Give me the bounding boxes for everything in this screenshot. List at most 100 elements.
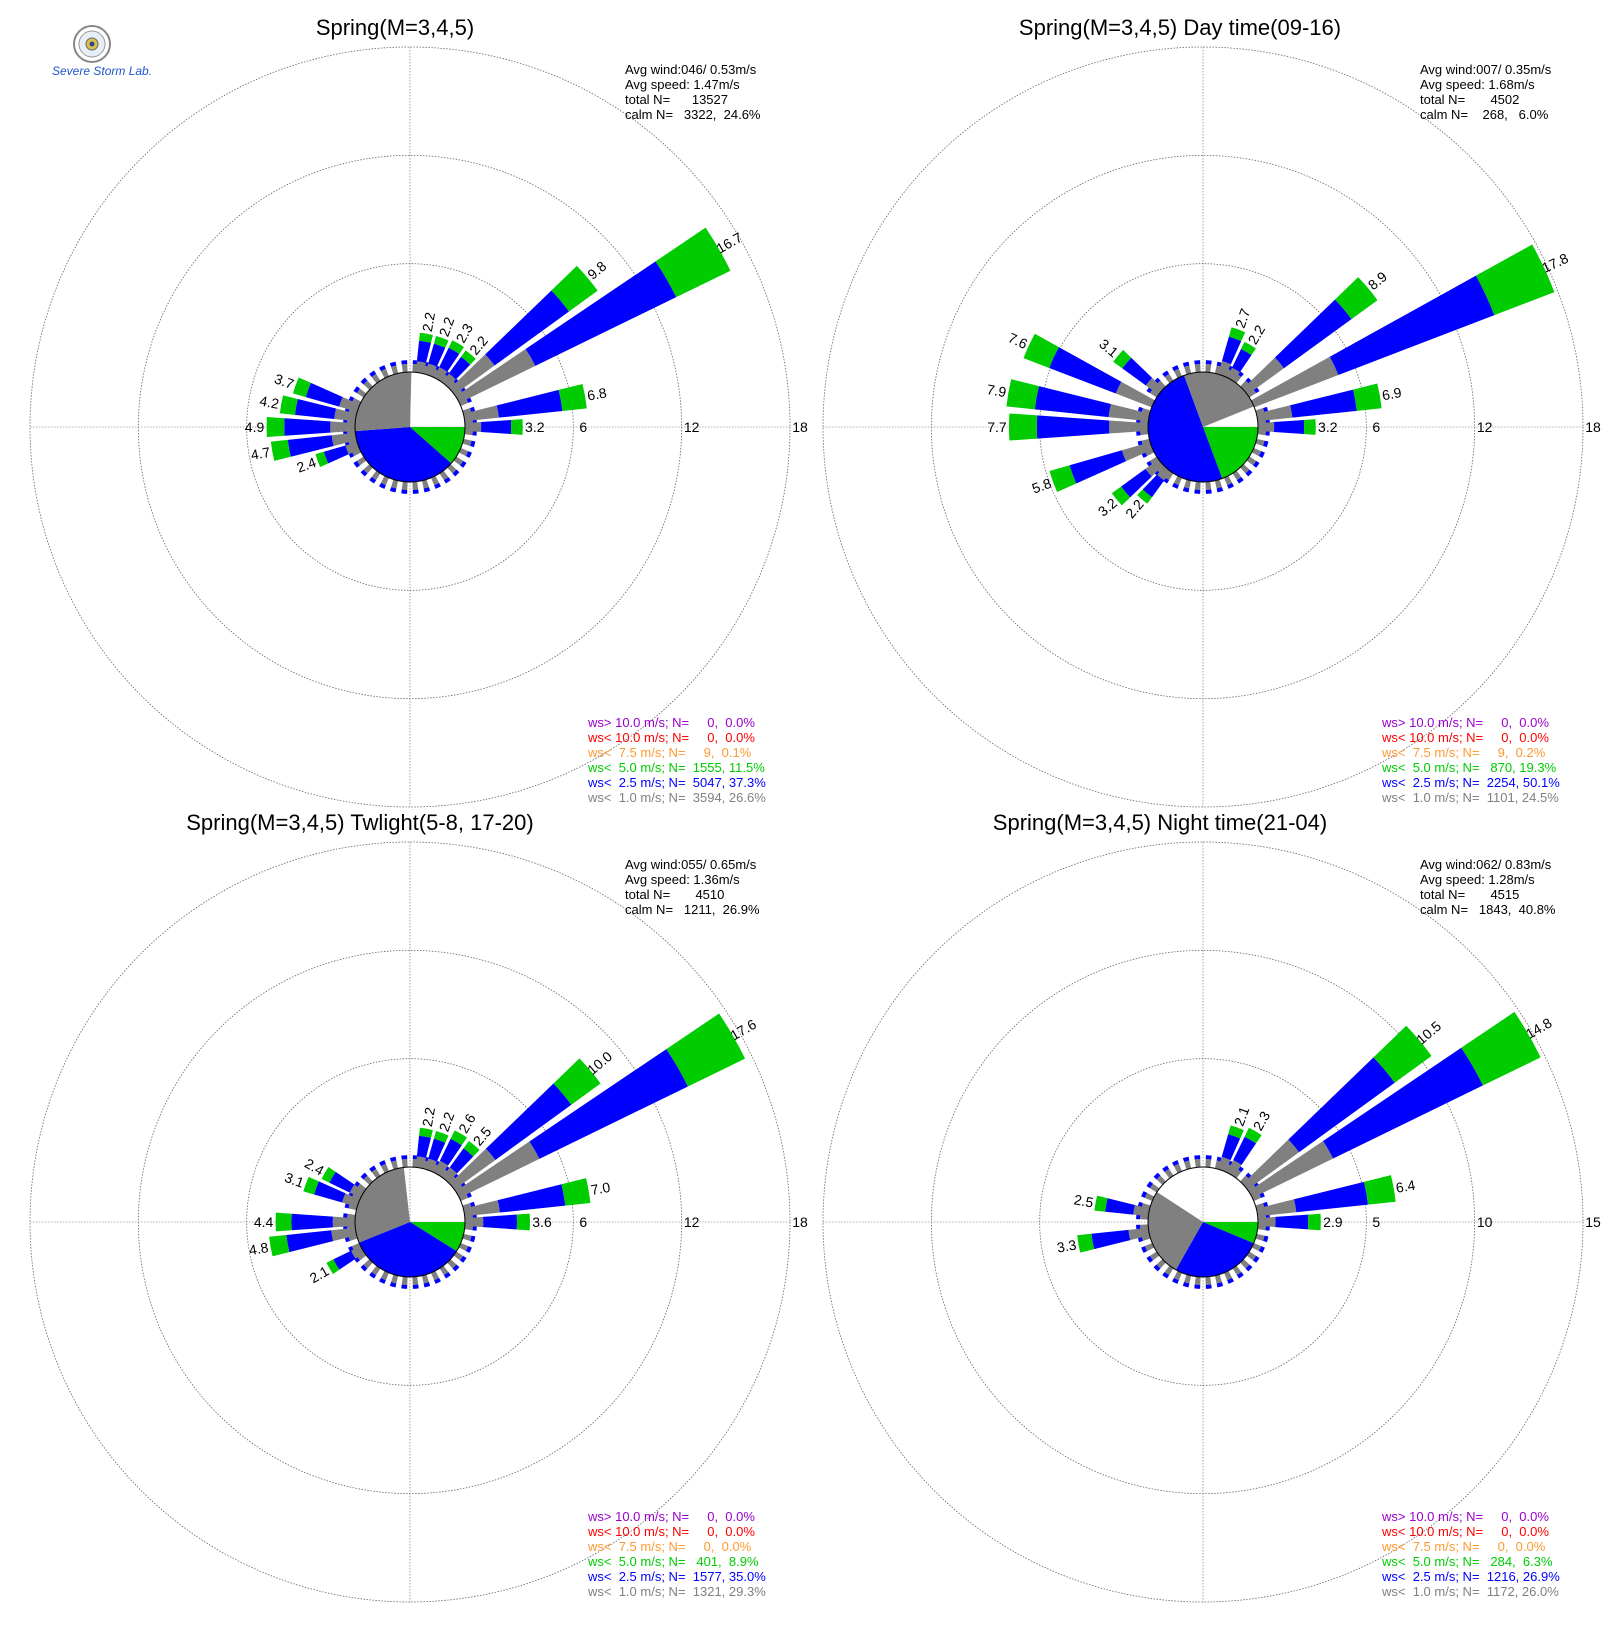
petal-stub-tip: [423, 1282, 431, 1288]
petal-stub-tip: [1153, 1172, 1161, 1180]
petal-segment-lt2_5: [439, 347, 460, 372]
petal-stub: [421, 1274, 429, 1284]
stats-line: total N= 13527: [625, 92, 728, 107]
petal-segment-lt1: [339, 397, 360, 412]
petal-stub: [1194, 481, 1201, 490]
petal-label: 7.7: [987, 419, 1007, 435]
petal-stub-tip: [1263, 440, 1269, 448]
petal-stub: [380, 1270, 389, 1281]
petal-segment-lt1: [463, 405, 499, 422]
petal-stub: [1224, 1163, 1233, 1174]
stats-line: calm N= 1843, 40.8%: [1420, 902, 1556, 917]
petal-stub-tip: [1245, 1264, 1253, 1272]
petal-stub: [351, 1192, 362, 1201]
petal-label: 16.7: [713, 229, 745, 257]
petal-stub: [1224, 475, 1233, 486]
calm-pie-lt2_5: [355, 427, 452, 483]
petal-segment-lt5: [1113, 349, 1132, 369]
petal-label: 7.0: [589, 1179, 611, 1198]
petal-label: 6.9: [1381, 384, 1403, 403]
petal-segment-lt5: [1008, 413, 1038, 441]
petal-stub-tip: [389, 361, 397, 367]
petal-segment-lt1: [1145, 377, 1164, 395]
petal-stub: [1156, 1259, 1166, 1269]
ring-label: 6: [579, 419, 587, 435]
petal-stub: [431, 1270, 440, 1281]
petal-label: 7.9: [986, 381, 1008, 400]
petal-stub: [401, 364, 408, 373]
petal-stub: [351, 448, 362, 457]
petal-stub: [1149, 456, 1160, 466]
petal-segment-lt1: [1257, 422, 1275, 432]
petal-stub: [1205, 1159, 1212, 1168]
petal-label: 2.2: [419, 311, 438, 333]
petal-stub: [1184, 479, 1192, 489]
petal-stub: [371, 373, 381, 384]
petal-segment-lt1: [331, 1227, 357, 1242]
petal-segment-lt5: [1228, 327, 1246, 342]
petal-segment-lt2_5: [1221, 1134, 1241, 1161]
petal-stub-tip: [1194, 1284, 1201, 1289]
petal-stub: [1232, 470, 1242, 481]
petal-stub: [1214, 479, 1222, 489]
petal-stub: [1164, 1168, 1174, 1179]
petal-segment-lt5: [450, 1130, 468, 1146]
petal-segment-lt1: [449, 1148, 496, 1190]
petal-segment-lt5: [1244, 1127, 1262, 1144]
petal-stub: [391, 479, 399, 489]
petal-stub: [1255, 438, 1265, 446]
petal-segment-lt1: [334, 408, 357, 422]
petal-segment-lt1: [1256, 1199, 1297, 1217]
petal-segment-lt5: [1303, 419, 1316, 435]
petal-segment-lt1: [1108, 404, 1150, 422]
petal-segment-lt5: [1137, 489, 1152, 504]
petal-stub-tip: [443, 1271, 451, 1279]
petal-stub: [1173, 368, 1182, 379]
petal-stub-tip: [452, 469, 460, 477]
petal-segment-lt5: [553, 1058, 601, 1105]
calm-pie-lt5: [410, 1222, 465, 1252]
petal-label: 4.9: [245, 419, 265, 435]
petal-segment-lt2_5: [329, 1171, 355, 1193]
petal-segment-lt2_5: [1274, 419, 1305, 435]
petal-stub: [1194, 364, 1201, 373]
petal-stub: [1224, 368, 1233, 379]
petal-segment-lt2_5: [323, 445, 349, 464]
petal-label: 2.1: [307, 1263, 332, 1287]
petal-segment-lt1: [1257, 1216, 1276, 1228]
petal-segment-lt2_5: [525, 261, 677, 366]
petal-stub: [1205, 1276, 1212, 1285]
petal-label: 3.2: [1318, 419, 1338, 435]
petal-stub-tip: [1141, 1191, 1148, 1198]
stats-line: Avg speed: 1.47m/s: [625, 77, 740, 92]
legend-entry-ws_lt_1: ws< 1.0 m/s; N= 1321, 29.3%: [587, 1584, 766, 1599]
petal-segment-lt5: [448, 340, 464, 354]
petal-stub: [356, 388, 367, 398]
petal-label: 4.8: [248, 1239, 270, 1258]
petal-stub-tip: [389, 487, 397, 493]
petal-stub: [1184, 1274, 1192, 1284]
petal-segment-lt1: [464, 1216, 484, 1228]
petal-segment-lt1: [1109, 420, 1149, 434]
ring-label: 5: [1372, 1214, 1380, 1230]
stats-line: Avg wind:007/ 0.35m/s: [1420, 62, 1552, 77]
petal-stub-tip: [360, 469, 368, 477]
stats-line: total N= 4502: [1420, 92, 1519, 107]
petal-segment-lt1: [349, 1184, 365, 1198]
petal-stub-tip: [423, 487, 431, 493]
petal-stub: [1173, 1163, 1182, 1174]
petal-stub-tip: [401, 489, 408, 494]
petal-segment-lt1: [1218, 1156, 1231, 1172]
petal-segment-lt1: [1227, 367, 1240, 382]
petal-stub: [431, 1163, 440, 1174]
petal-segment-lt1: [1227, 1160, 1242, 1177]
petal-segment-lt2_5: [1034, 386, 1111, 418]
legend-entry-ws_lt_1: ws< 1.0 m/s; N= 1172, 26.0%: [1381, 1584, 1559, 1599]
petal-stub-tip: [1172, 1277, 1179, 1284]
petal-segment-lt1: [442, 373, 456, 388]
legend-entry-ws_gt_10: ws> 10.0 m/s; N= 0, 0.0%: [587, 1509, 755, 1524]
petal-stub: [1240, 1175, 1250, 1185]
chart-title: Spring(M=3,4,5) Night time(21-04): [993, 810, 1327, 835]
petal-segment-lt2_5: [1142, 474, 1165, 498]
petal-segment-lt1: [342, 1193, 360, 1207]
